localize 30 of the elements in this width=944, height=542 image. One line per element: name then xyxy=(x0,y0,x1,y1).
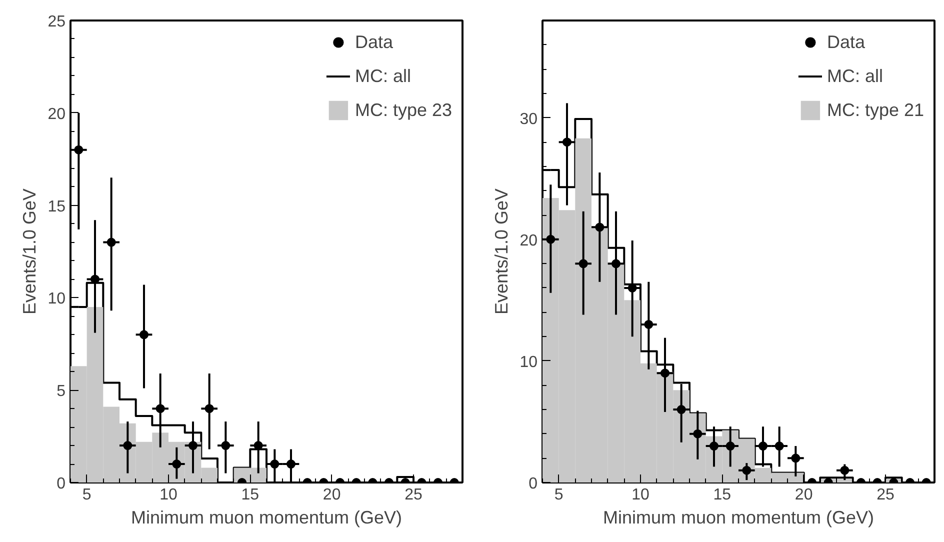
x-tick-label: 20 xyxy=(794,486,813,504)
x-tick-label: 15 xyxy=(241,486,260,504)
y-tick-label: 0 xyxy=(56,476,66,492)
x-tick-label: 25 xyxy=(404,486,422,504)
x-axis-title: Minimum muon momentum (GeV) xyxy=(602,508,874,528)
legend-label: MC: all xyxy=(826,66,883,86)
y-tick-label: 20 xyxy=(48,106,66,123)
legend-label: MC: type 23 xyxy=(354,100,452,120)
y-tick-label: 15 xyxy=(48,198,66,216)
y-tick-label: 25 xyxy=(48,14,66,30)
legend-label: Data xyxy=(354,32,393,52)
x-tick-label: 5 xyxy=(554,486,564,504)
y-tick-label: 5 xyxy=(56,383,66,400)
legend-label: MC: type 21 xyxy=(826,100,924,120)
x-tick-label: 10 xyxy=(160,486,178,504)
y-tick-label: 10 xyxy=(520,354,538,371)
x-tick-label: 10 xyxy=(632,486,650,504)
x-tick-label: 20 xyxy=(322,486,341,504)
y-tick-label: 30 xyxy=(520,110,538,128)
y-tick-label: 10 xyxy=(48,290,66,308)
legend-label: MC: all xyxy=(354,66,411,86)
y-tick-label: 0 xyxy=(528,476,538,492)
legend-label: Data xyxy=(826,32,865,52)
x-tick-label: 15 xyxy=(713,486,732,504)
x-tick-label: 5 xyxy=(82,486,92,504)
y-axis-title: Events/1.0 GeV xyxy=(492,188,512,315)
y-axis-title: Events/1.0 GeV xyxy=(20,188,40,315)
x-axis-title: Minimum muon momentum (GeV) xyxy=(130,508,402,528)
y-tick-label: 20 xyxy=(520,232,538,250)
x-tick-label: 25 xyxy=(876,486,894,504)
